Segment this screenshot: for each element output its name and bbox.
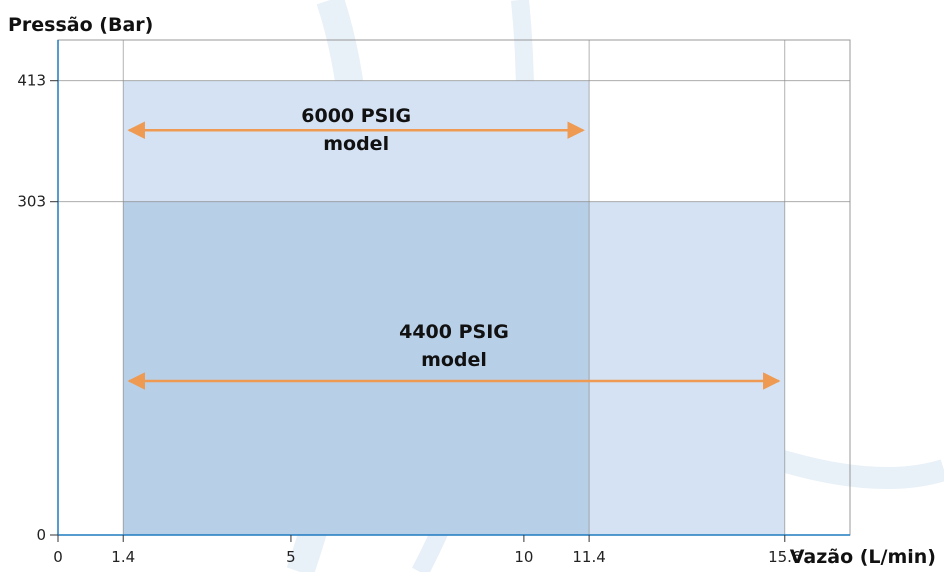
x-tick-label: 10 <box>514 548 533 566</box>
series-label-4400-psig: model <box>421 349 487 371</box>
x-tick-label: 1.4 <box>111 548 135 566</box>
y-tick-label: 303 <box>17 193 46 211</box>
y-axis-title: Pressão (Bar) <box>8 14 153 36</box>
series-label-6000-psig: 6000 PSIG <box>301 105 411 127</box>
region-overlap <box>123 201 590 535</box>
x-axis-title: Vazão (L/min) <box>790 546 936 568</box>
series-label-6000-psig: model <box>323 133 389 155</box>
y-tick-label: 413 <box>17 72 46 90</box>
x-tick-label: 15.6 <box>768 548 801 566</box>
y-tick-label: 0 <box>36 526 46 544</box>
plot-area: 0 303 413 0 1.4 5 10 11.4 15.6 6000 PSIG model 4400… <box>17 39 851 566</box>
x-tick-label: 5 <box>286 548 296 566</box>
x-tick-label: 11.4 <box>572 548 605 566</box>
x-tick-label: 0 <box>53 548 63 566</box>
series-label-4400-psig: 4400 PSIG <box>399 321 509 343</box>
